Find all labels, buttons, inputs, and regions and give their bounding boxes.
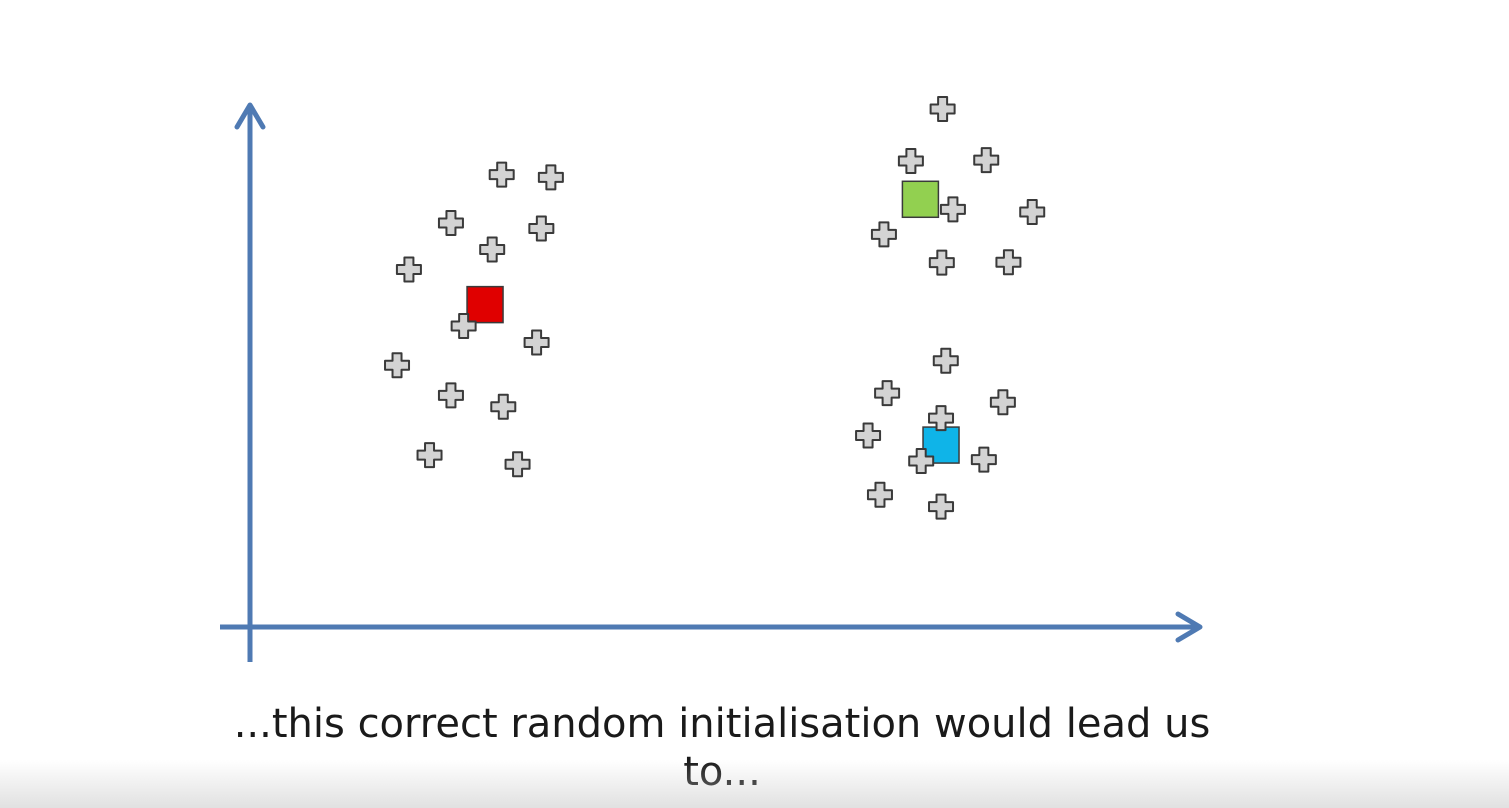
data-point-11 [490, 393, 517, 420]
x-axis-arrow-icon [1175, 611, 1203, 643]
data-point-5 [479, 236, 506, 263]
data-point-8 [523, 329, 550, 356]
data-point-22 [932, 347, 959, 374]
data-point-30 [928, 493, 955, 520]
caption-text: ...this correct random initialisation wo… [0, 700, 1444, 796]
centroid-marker-1 [466, 285, 504, 324]
data-point-20 [928, 249, 955, 276]
caption-line: ...this correct random initialisation wo… [233, 701, 1211, 795]
scatter-chart [220, 96, 1203, 662]
data-point-12 [416, 442, 443, 469]
data-point-3 [437, 210, 464, 236]
data-point-24 [989, 389, 1016, 416]
centroid-marker-2 [901, 180, 940, 219]
data-point-23 [874, 380, 901, 407]
data-point-18 [1019, 199, 1046, 226]
data-point-28 [970, 446, 997, 473]
data-point-17 [939, 196, 966, 223]
data-point-26 [855, 422, 882, 449]
chart-axes [220, 102, 1203, 662]
data-point-9 [384, 352, 411, 379]
data-point-29 [866, 481, 893, 508]
data-point-1 [488, 161, 515, 188]
data-point-27 [908, 448, 935, 475]
y-axis-arrow-icon [234, 102, 266, 130]
data-point-25 [928, 405, 955, 432]
data-point-15 [897, 147, 924, 174]
data-point-7 [450, 313, 477, 340]
data-point-21 [995, 249, 1022, 276]
data-point-16 [973, 147, 1000, 174]
data-point-19 [870, 221, 897, 248]
data-point-2 [537, 164, 564, 191]
data-point-14 [929, 96, 956, 122]
data-point-6 [395, 256, 422, 283]
data-point-10 [437, 382, 464, 409]
data-point-13 [504, 451, 531, 478]
data-points [384, 96, 1046, 520]
data-point-4 [528, 215, 555, 242]
